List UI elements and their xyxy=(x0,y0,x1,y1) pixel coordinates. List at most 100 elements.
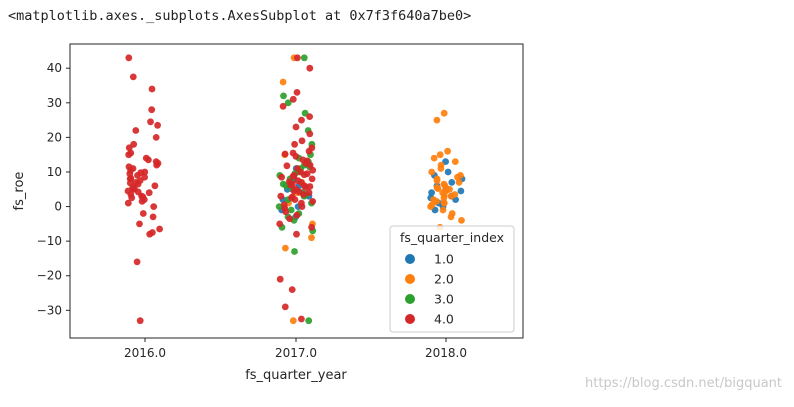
data-point-q2-0 xyxy=(437,165,445,172)
y-axis: −30 −20 −10 0 10 20 30 40 xyxy=(37,61,70,317)
data-point-q3-0 xyxy=(287,206,295,214)
data-point-q4-0 xyxy=(281,303,289,311)
watermark-text: https://blog.csdn.net/bigquant xyxy=(585,376,782,391)
data-point-q4-0 xyxy=(283,162,291,170)
data-point-q4-0 xyxy=(136,220,143,228)
data-point-q1-0 xyxy=(442,158,449,166)
legend-marker xyxy=(405,314,415,324)
data-point-q4-0 xyxy=(306,64,314,72)
data-point-q2-0 xyxy=(436,151,444,159)
cell-output-repr: <matplotlib.axes._subplots.AxesSubplot a… xyxy=(8,8,472,24)
data-point-q2-0 xyxy=(428,168,436,176)
data-point-q4-0 xyxy=(139,193,147,201)
legend-entry-label: 2.0 xyxy=(434,272,454,287)
data-point-q2-0 xyxy=(433,177,441,185)
x-axis-label: fs_quarter_year xyxy=(245,368,347,383)
data-point-q2-0 xyxy=(434,185,442,193)
data-point-q4-0 xyxy=(148,85,156,93)
data-point-q1-0 xyxy=(457,187,465,195)
data-point-q4-0 xyxy=(125,163,133,171)
data-point-q4-0 xyxy=(279,102,287,110)
data-point-q4-0 xyxy=(126,179,134,187)
data-point-q2-0 xyxy=(440,192,448,199)
data-point-q4-0 xyxy=(148,106,156,114)
data-point-q4-0 xyxy=(298,203,306,211)
data-point-q4-0 xyxy=(139,210,147,217)
data-point-q4-0 xyxy=(291,140,298,148)
data-point-q4-0 xyxy=(124,199,132,207)
data-point-q3-0 xyxy=(291,248,298,255)
data-point-q4-0 xyxy=(149,213,157,221)
data-point-q4-0 xyxy=(308,175,316,183)
data-point-q4-0 xyxy=(154,159,162,167)
data-point-q2-0 xyxy=(427,203,434,211)
y-tick-label: 10 xyxy=(47,165,62,179)
data-point-q2-0 xyxy=(447,213,455,221)
data-point-q2-0 xyxy=(279,78,287,86)
x-axis: 2016.0 2017.0 2018.0 xyxy=(124,338,467,360)
data-point-q2-0 xyxy=(455,179,463,186)
data-point-q4-0 xyxy=(289,172,297,180)
data-point-q4-0 xyxy=(276,220,284,228)
data-point-q4-0 xyxy=(309,166,317,174)
data-point-q4-0 xyxy=(125,151,133,159)
legend-entry-label: 1.0 xyxy=(434,252,454,267)
data-point-q1-0 xyxy=(428,189,435,197)
data-point-q2-0 xyxy=(430,154,438,162)
data-point-q4-0 xyxy=(282,208,290,216)
data-point-q2-0 xyxy=(289,317,297,325)
data-point-q2-0 xyxy=(440,180,448,188)
legend: fs_quarter_index 1.0 2.0 3.0 4.0 xyxy=(389,225,515,333)
y-tick-label: 30 xyxy=(47,96,62,110)
data-point-q2-0 xyxy=(308,234,315,242)
y-tick-label: −30 xyxy=(37,303,62,317)
data-point-q4-0 xyxy=(292,153,300,160)
data-point-q4-0 xyxy=(289,193,296,201)
data-point-q4-0 xyxy=(281,150,289,158)
data-point-q4-0 xyxy=(298,116,305,124)
data-point-q2-0 xyxy=(433,116,441,124)
data-point-q4-0 xyxy=(303,157,311,165)
data-point-q4-0 xyxy=(308,223,315,231)
y-tick-label: 20 xyxy=(47,130,62,144)
data-point-q4-0 xyxy=(133,258,141,266)
data-point-q4-0 xyxy=(306,183,314,190)
data-point-q3-0 xyxy=(305,317,313,325)
data-point-q2-0 xyxy=(439,206,447,214)
data-point-q4-0 xyxy=(146,230,154,238)
data-point-q3-0 xyxy=(284,99,292,107)
data-point-q4-0 xyxy=(156,225,164,233)
y-tick-label: 0 xyxy=(54,200,62,214)
data-point-q4-0 xyxy=(298,315,305,323)
data-point-q1-0 xyxy=(444,168,452,176)
data-point-q4-0 xyxy=(300,171,308,179)
data-point-q2-0 xyxy=(458,217,465,224)
data-point-q4-0 xyxy=(290,187,298,195)
data-point-q4-0 xyxy=(152,134,160,141)
data-point-q4-0 xyxy=(296,188,303,196)
data-point-q4-0 xyxy=(125,54,133,62)
data-point-q4-0 xyxy=(278,173,285,181)
legend-marker xyxy=(405,294,415,304)
legend-marker xyxy=(405,254,415,264)
x-tick-label: 2016.0 xyxy=(124,346,166,360)
y-tick-label: −20 xyxy=(37,269,62,283)
data-point-q4-0 xyxy=(289,95,297,103)
data-point-q3-0 xyxy=(279,180,287,188)
legend-entry-label: 4.0 xyxy=(434,312,454,327)
data-point-q4-0 xyxy=(305,189,313,197)
data-point-q4-0 xyxy=(294,54,301,62)
data-point-q4-0 xyxy=(293,230,300,238)
legend-marker xyxy=(405,274,415,284)
data-point-q4-0 xyxy=(151,182,159,190)
data-point-q2-0 xyxy=(447,192,455,200)
x-tick-label: 2017.0 xyxy=(275,346,317,360)
data-point-q4-0 xyxy=(125,144,133,152)
data-point-q3-0 xyxy=(300,54,308,62)
points-layer xyxy=(124,54,466,325)
data-point-q2-0 xyxy=(454,173,461,181)
data-point-q3-0 xyxy=(280,92,287,100)
data-point-q4-0 xyxy=(305,147,313,155)
data-point-q4-0 xyxy=(286,215,294,223)
